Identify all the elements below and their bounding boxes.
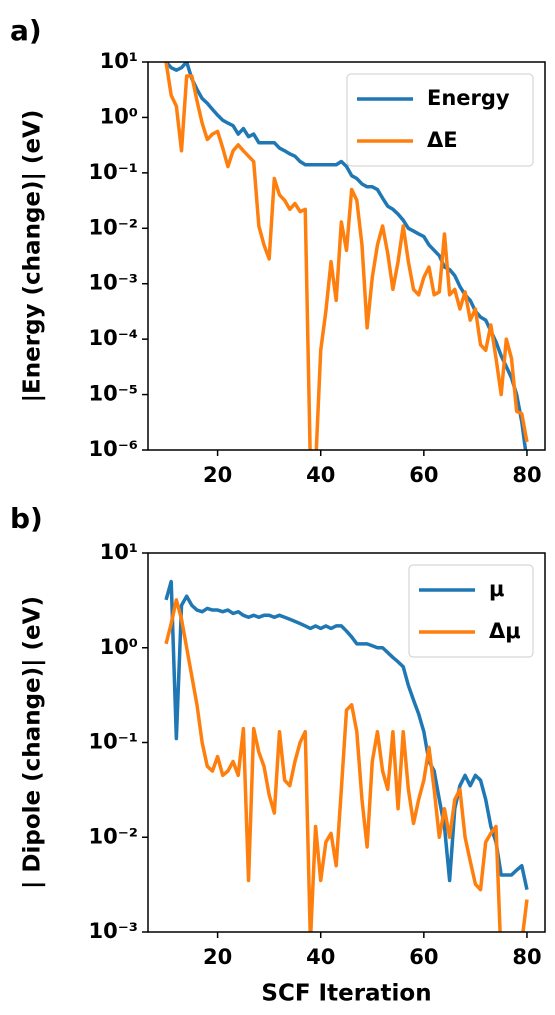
x-tick-label: 20: [203, 945, 232, 969]
y-tick-label: 10⁻⁵: [88, 382, 138, 406]
subplot: b) | Dipole (change)| (eV) SCF Iteration 10…: [10, 502, 546, 1007]
x-tick-label: 20: [203, 463, 232, 487]
y-tick-label: 10⁻¹: [88, 160, 138, 184]
y-tick-label: 10⁻⁶: [88, 437, 138, 461]
x-axis-label: SCF Iteration: [261, 981, 431, 1007]
panel-label: b): [10, 502, 43, 535]
legend-box: [408, 564, 534, 658]
panel-label: a): [10, 14, 42, 47]
x-tick-label: 40: [306, 945, 335, 969]
y-tick-label: 10⁰: [100, 104, 138, 128]
x-tick-label: 60: [409, 463, 438, 487]
x-tick-label: 80: [512, 945, 541, 969]
y-tick-label: 10¹: [100, 49, 138, 73]
axes-frame: [147, 552, 546, 933]
series-line: [164, 598, 529, 932]
y-tick-label: 10⁻⁴: [88, 326, 138, 350]
axes-frame: [147, 61, 546, 451]
y-tick-label: 10¹: [100, 540, 138, 564]
x-tick-label: 40: [306, 463, 335, 487]
legend-label: Energy: [427, 86, 510, 110]
y-tick-label: 10⁻²: [88, 215, 138, 239]
x-tick-label: 60: [409, 945, 438, 969]
legend: Energy ΔE: [346, 73, 534, 167]
y-tick-label: 10⁻³: [88, 271, 138, 295]
legend-box: [346, 73, 534, 167]
subplot: a) |Energy (change)| (eV) 10⁻⁶ 10⁻⁵ 10⁻⁴ 10⁻³…: [10, 14, 546, 487]
y-tick-label: 10⁻¹: [88, 730, 138, 754]
legend-label: ΔE: [427, 128, 458, 152]
legend: μ Δμ: [408, 564, 534, 658]
y-axis-label: | Dipole (change)| (eV): [20, 596, 46, 889]
y-tick-label: 10⁻³: [88, 919, 138, 943]
legend-label: μ: [489, 577, 504, 601]
series-line: [164, 62, 529, 450]
x-tick-label: 80: [512, 463, 541, 487]
y-tick-label: 10⁰: [100, 635, 138, 659]
legend-label: Δμ: [489, 619, 521, 643]
series-line: [164, 579, 529, 890]
y-tick-label: 10⁻²: [88, 824, 138, 848]
y-axis-label: |Energy (change)| (eV): [20, 110, 46, 403]
